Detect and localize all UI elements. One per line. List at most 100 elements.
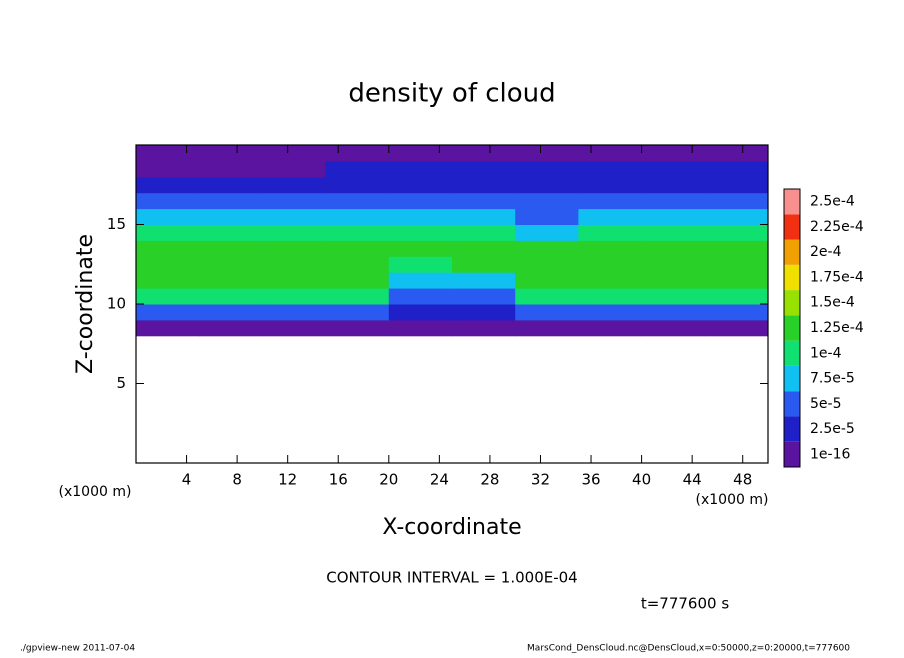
cell xyxy=(136,288,200,305)
colorbar-label: 2e-4 xyxy=(810,244,842,260)
cell xyxy=(199,192,263,210)
cell xyxy=(704,288,769,305)
cell xyxy=(136,208,200,225)
cell xyxy=(262,145,327,162)
cell xyxy=(578,208,643,225)
x-tick-label: 16 xyxy=(329,471,348,489)
cell xyxy=(704,192,769,210)
cell xyxy=(578,192,643,210)
cell xyxy=(388,304,453,321)
cell xyxy=(262,288,327,305)
cell xyxy=(325,176,390,194)
cell xyxy=(325,256,390,273)
cell xyxy=(388,145,453,162)
colorbar-band xyxy=(784,214,800,240)
colorbar-label: 2.25e-4 xyxy=(810,219,864,235)
colorbar-label: 1e-16 xyxy=(810,446,850,462)
cell xyxy=(262,208,327,225)
cell xyxy=(452,240,516,257)
cell xyxy=(199,304,263,321)
y-axis-label: Z-coordinate xyxy=(73,234,98,374)
cell xyxy=(578,176,643,194)
cell xyxy=(641,288,706,305)
cell xyxy=(325,208,390,225)
cell xyxy=(641,224,706,241)
x-tick-label: 36 xyxy=(581,471,600,489)
colorbar-band xyxy=(784,189,800,215)
colorbar-band xyxy=(784,315,800,341)
colorbar-band xyxy=(784,264,800,291)
cell xyxy=(388,288,453,305)
cell xyxy=(325,240,390,257)
cell xyxy=(262,319,327,337)
cell xyxy=(325,145,390,162)
colorbar-band xyxy=(784,391,800,417)
cell xyxy=(199,224,263,241)
cell xyxy=(388,272,453,289)
x-tick-label: 8 xyxy=(232,471,242,489)
cell xyxy=(515,145,579,162)
cell xyxy=(515,240,579,257)
cell xyxy=(641,192,706,210)
x-tick-label: 24 xyxy=(430,471,449,489)
cell xyxy=(452,145,516,162)
cell xyxy=(452,288,516,305)
cell xyxy=(641,319,706,337)
time-note: t=777600 s xyxy=(641,595,729,613)
cell xyxy=(199,319,263,337)
colorbar-label: 1.5e-4 xyxy=(810,295,855,311)
cell xyxy=(578,224,643,241)
cell xyxy=(641,145,706,162)
cell xyxy=(199,288,263,305)
cell xyxy=(262,272,327,289)
colorbar-label: 2.5e-4 xyxy=(810,194,855,210)
cell xyxy=(136,224,200,241)
colorbar-label: 7.5e-5 xyxy=(810,371,855,387)
cell xyxy=(452,272,516,289)
cell xyxy=(452,176,516,194)
cell xyxy=(515,256,579,273)
x-tick-label: 20 xyxy=(379,471,398,489)
cell xyxy=(388,208,453,225)
x-tick-label: 40 xyxy=(632,471,651,489)
colorbar-band xyxy=(784,365,800,392)
x-tick-label: 48 xyxy=(733,471,752,489)
x-tick-label: 32 xyxy=(531,471,550,489)
cell xyxy=(578,160,643,178)
x-unit-label: (x1000 m) xyxy=(696,492,769,508)
y-tick-label: 15 xyxy=(107,215,126,233)
cell xyxy=(388,160,453,178)
cell xyxy=(452,160,516,178)
cell xyxy=(136,304,200,321)
cell xyxy=(704,176,769,194)
cell xyxy=(199,208,263,225)
cell xyxy=(641,160,706,178)
cell xyxy=(578,240,643,257)
cell xyxy=(704,256,769,273)
y-unit-label: (x1000 m) xyxy=(59,484,132,500)
cell xyxy=(704,304,769,321)
cell xyxy=(136,145,200,162)
cell xyxy=(452,192,516,210)
colorbar-band xyxy=(784,416,800,442)
cell xyxy=(262,256,327,273)
cell xyxy=(578,304,643,321)
y-tick-label: 10 xyxy=(107,295,126,313)
cell xyxy=(388,319,453,337)
cell xyxy=(388,176,453,194)
x-axis-label: X-coordinate xyxy=(382,515,521,540)
cell xyxy=(325,288,390,305)
cell xyxy=(704,319,769,337)
cell xyxy=(136,176,200,194)
colorbar-frame xyxy=(783,188,801,468)
cell xyxy=(325,192,390,210)
cell xyxy=(641,272,706,289)
cell xyxy=(515,176,579,194)
colorbar-band xyxy=(784,239,800,265)
cell xyxy=(578,145,643,162)
cell xyxy=(199,272,263,289)
cell xyxy=(199,145,263,162)
cell xyxy=(199,176,263,194)
cell xyxy=(136,192,200,210)
x-tick-label: 4 xyxy=(182,471,192,489)
